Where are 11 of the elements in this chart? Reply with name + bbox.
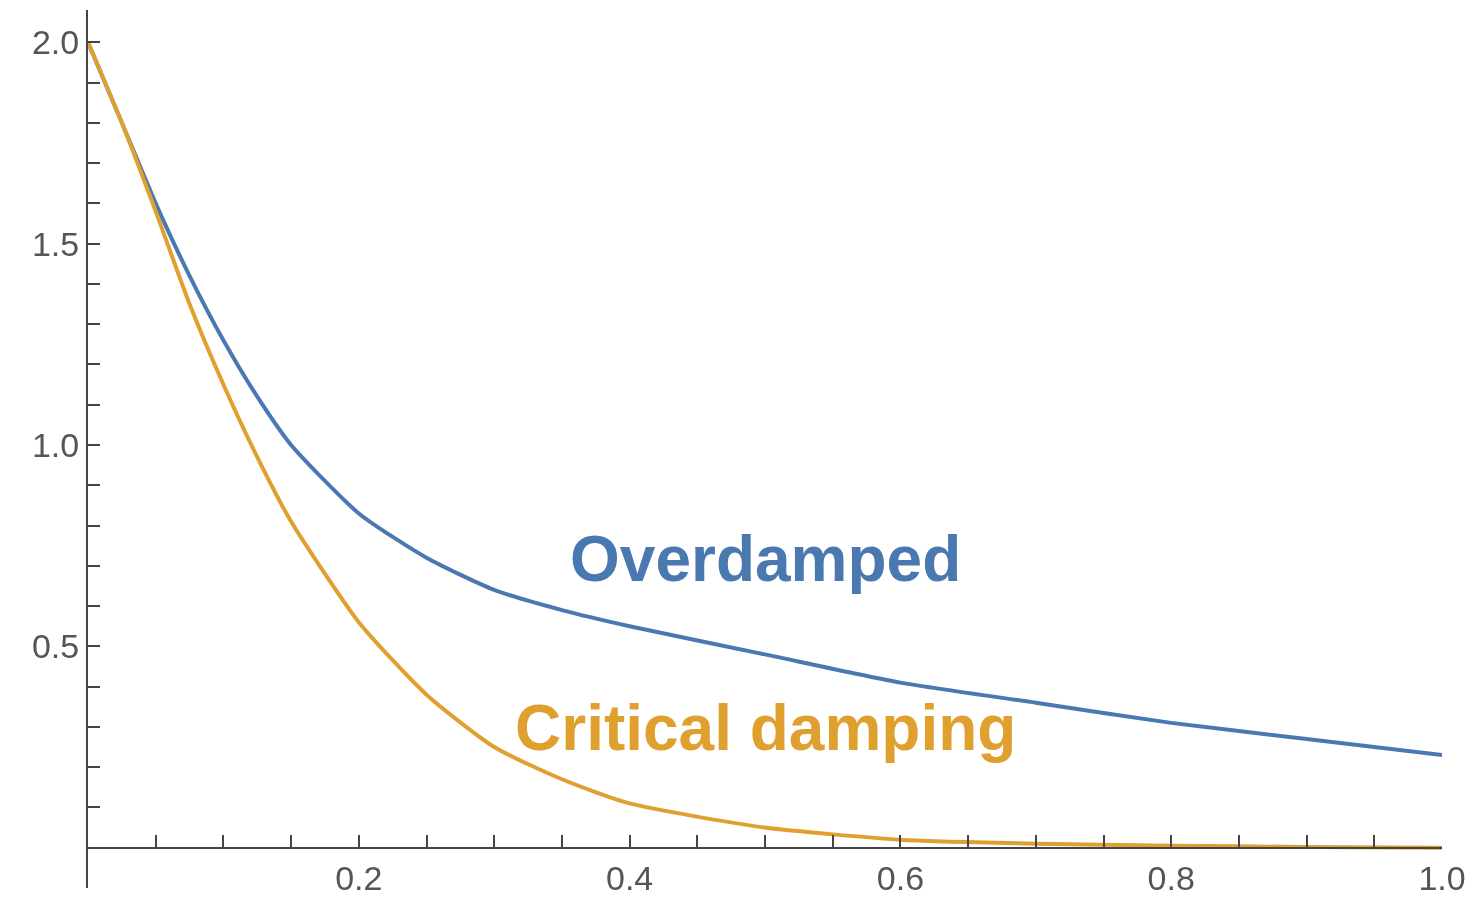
y-tick-label: 2.0 xyxy=(31,23,80,62)
x-tick-label: 0.6 xyxy=(876,858,925,897)
series-label: Overdamped xyxy=(570,523,962,595)
x-tick-label: 0.2 xyxy=(335,858,383,897)
series-label: Critical damping xyxy=(515,692,1017,764)
y-tick-label: 1.0 xyxy=(31,425,80,464)
x-tick-label: 0.8 xyxy=(1147,858,1195,897)
x-tick-label: 0.4 xyxy=(605,858,654,897)
y-tick-label: 0.5 xyxy=(31,627,80,666)
x-tick-label: 1.0 xyxy=(1418,858,1466,897)
y-tick-label: 1.5 xyxy=(31,224,80,263)
